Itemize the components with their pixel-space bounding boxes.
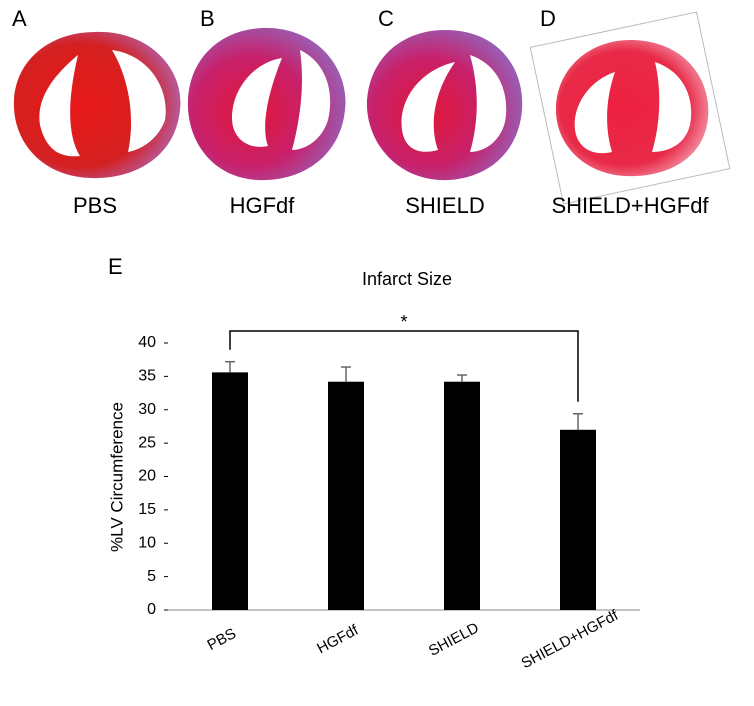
y-tick-label: 15 <box>138 501 156 518</box>
error-bar <box>457 374 467 382</box>
panel-label: SHIELD <box>405 193 484 218</box>
y-axis-label: %LV Circumference <box>107 402 126 552</box>
chart-title: Infarct Size <box>362 269 452 289</box>
error-bar <box>225 360 235 373</box>
heart-image <box>529 11 731 205</box>
y-tick-label: 10 <box>138 534 156 551</box>
x-tick-label: SHIELD+HGFdf <box>518 606 621 672</box>
panel-letter: A <box>12 6 27 31</box>
panel-label: PBS <box>73 193 117 218</box>
y-tick-label: 0 <box>147 601 156 618</box>
x-tick-label: HGFdf <box>314 621 362 657</box>
bar <box>560 429 596 610</box>
y-tick-label: 30 <box>138 401 156 418</box>
bar <box>444 381 480 610</box>
heart-image <box>13 31 181 179</box>
panel-letter: B <box>200 6 215 31</box>
error-bar <box>341 366 351 382</box>
error-bar <box>573 413 583 430</box>
x-tick-label: SHIELD <box>426 619 482 660</box>
y-tick-label: 40 <box>138 334 156 351</box>
panel-label: SHIELD+HGFdf <box>551 193 709 218</box>
panel-letter: D <box>540 6 556 31</box>
significance-label: * <box>400 312 407 332</box>
x-tick-label: PBS <box>205 625 239 654</box>
significance-bracket <box>229 330 579 402</box>
panel-letter: E <box>108 254 123 279</box>
y-tick-label: 5 <box>147 568 156 585</box>
panel-letter: C <box>378 6 394 31</box>
heart-image <box>187 27 346 181</box>
heart-image <box>366 30 523 181</box>
bar <box>212 372 248 610</box>
bar <box>328 381 364 610</box>
y-tick-label: 35 <box>138 368 156 385</box>
y-tick-label: 20 <box>138 468 156 485</box>
panel-label: HGFdf <box>230 193 296 218</box>
y-tick-label: 25 <box>138 434 156 451</box>
